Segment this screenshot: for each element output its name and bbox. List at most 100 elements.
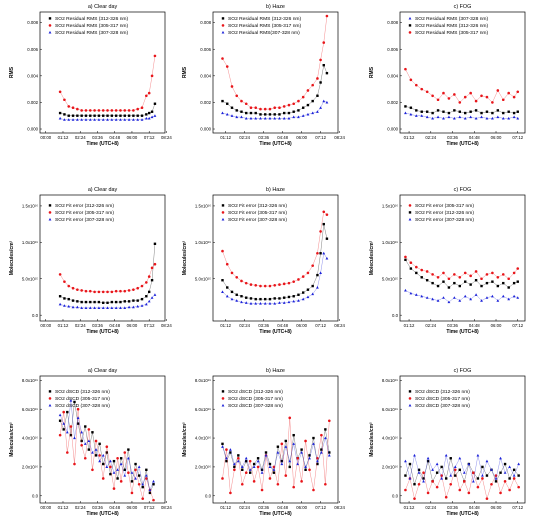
x-tick-label: 07:12	[512, 505, 523, 510]
data-point	[297, 293, 300, 296]
x-tick-label: 04:48	[277, 323, 288, 328]
data-point	[221, 249, 224, 253]
data-point	[481, 474, 484, 477]
data-point	[454, 474, 457, 477]
data-point	[240, 465, 244, 469]
data-point	[404, 105, 407, 108]
data-point	[490, 294, 494, 298]
data-point	[278, 106, 281, 110]
data-point	[63, 98, 66, 102]
data-point	[221, 290, 224, 293]
data-point	[306, 271, 310, 275]
data-point	[131, 305, 135, 309]
data-point	[324, 428, 327, 431]
data-point	[94, 448, 98, 451]
plot-frame	[39, 11, 166, 134]
series-line	[222, 224, 328, 300]
data-point	[76, 107, 79, 111]
x-tick-label: 00:00	[40, 505, 51, 510]
data-point	[425, 279, 429, 282]
data-point	[316, 462, 319, 466]
series-line	[60, 294, 156, 309]
y-axis-label: Molecules/cm²	[9, 422, 15, 457]
data-point	[297, 115, 300, 119]
panel-title: c) FOG	[454, 368, 472, 374]
data-point	[311, 292, 315, 296]
data-point	[58, 116, 62, 120]
legend-marker	[48, 204, 52, 207]
data-point	[236, 459, 240, 463]
legend-marker	[48, 397, 52, 400]
data-point	[101, 118, 105, 121]
data-point	[65, 451, 69, 454]
data-point	[244, 281, 248, 285]
data-point	[517, 462, 521, 466]
data-point	[240, 482, 244, 486]
legend-marker	[408, 31, 412, 34]
legend-entry: SO2 Residual RMS (305-317 nm)	[415, 30, 488, 36]
legend-entry: SO2 Residual RMS (305-317 nm)	[228, 23, 301, 29]
data-point	[225, 448, 228, 451]
data-point	[264, 297, 267, 301]
data-point	[119, 109, 122, 112]
data-point	[71, 286, 75, 290]
data-point	[278, 283, 281, 286]
y-tick-label: 8.0x10¹⁶	[382, 378, 398, 383]
data-point	[516, 110, 519, 113]
data-point	[469, 283, 472, 286]
data-point	[80, 300, 83, 304]
data-point	[325, 100, 329, 104]
data-point	[304, 465, 307, 469]
data-point	[292, 485, 295, 489]
x-tick-label: 07:12	[315, 505, 326, 510]
data-point	[69, 433, 73, 437]
data-point	[409, 291, 413, 295]
data-point	[276, 445, 280, 448]
data-point	[241, 468, 244, 472]
data-point	[119, 289, 122, 293]
data-point	[71, 299, 75, 302]
data-point	[123, 300, 126, 303]
plot-frame	[39, 375, 166, 504]
data-point	[148, 488, 152, 492]
data-point	[147, 290, 151, 294]
data-point	[225, 456, 228, 460]
data-point	[404, 288, 407, 292]
data-point	[263, 302, 267, 305]
legend-marker	[221, 397, 225, 400]
data-point	[106, 114, 109, 117]
data-point	[404, 459, 407, 463]
legend-entry: SO2 dSCD (312-326 nm)	[55, 389, 110, 395]
data-point	[319, 81, 322, 84]
data-point	[316, 77, 319, 80]
data-point	[131, 118, 135, 121]
data-point	[474, 270, 478, 273]
data-point	[93, 290, 96, 294]
data-point	[292, 295, 295, 298]
data-point	[282, 301, 286, 304]
data-point	[84, 306, 88, 309]
legend-entry: SO2 Residual RMS (305-317 nm)	[55, 23, 128, 29]
data-point	[485, 296, 489, 299]
data-point	[94, 439, 98, 443]
data-point	[296, 456, 299, 460]
data-point	[98, 442, 101, 446]
data-point	[469, 297, 473, 301]
data-point	[268, 477, 272, 480]
data-point	[502, 281, 505, 285]
data-point	[431, 111, 434, 115]
data-point	[221, 57, 224, 60]
data-point	[491, 271, 494, 275]
x-tick-label: 03:36	[258, 505, 269, 510]
y-tick-label: 4.0x10¹⁶	[22, 436, 38, 441]
data-point	[132, 109, 135, 112]
data-point	[435, 485, 439, 489]
data-point	[101, 306, 105, 309]
data-point	[485, 273, 489, 276]
data-point	[237, 456, 240, 460]
y-tick-label: 0.008	[27, 20, 38, 25]
data-point	[491, 111, 494, 115]
legend-marker	[221, 211, 225, 214]
data-point	[471, 479, 475, 483]
series-line	[405, 106, 518, 114]
